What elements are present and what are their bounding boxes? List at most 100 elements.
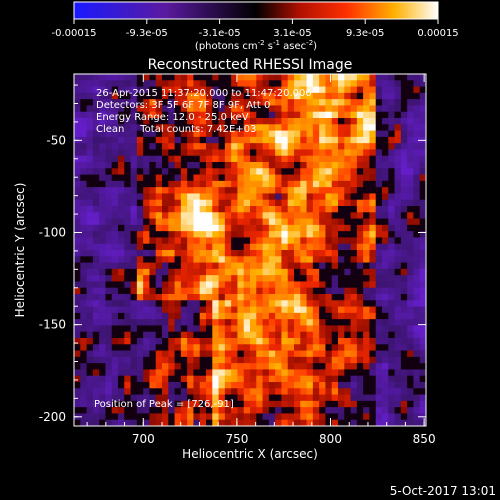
heatmap-pixel [382, 80, 389, 87]
heatmap-pixel [155, 231, 163, 238]
heatmap-pixel [155, 256, 163, 263]
heatmap-pixel [325, 388, 333, 395]
heatmap-pixel [388, 262, 395, 270]
heatmap-pixel [231, 187, 238, 194]
heatmap-pixel [281, 118, 289, 125]
heatmap-pixel [174, 394, 182, 402]
heatmap-pixel [338, 413, 345, 421]
heatmap-pixel [256, 231, 263, 238]
heatmap-pixel [92, 407, 100, 414]
heatmap-pixel [143, 275, 150, 282]
heatmap-pixel [419, 394, 426, 402]
heatmap-pixel [419, 312, 426, 320]
heatmap-pixel [325, 206, 333, 213]
heatmap-pixel [356, 350, 364, 358]
heatmap-pixel [300, 369, 307, 377]
heatmap-pixel [331, 338, 339, 345]
heatmap-pixel [199, 256, 207, 263]
heatmap-pixel [268, 218, 276, 226]
heatmap-pixel [388, 250, 395, 257]
heatmap-pixel [199, 80, 207, 87]
heatmap-pixel [344, 124, 351, 131]
heatmap-pixel [130, 162, 138, 169]
heatmap-pixel [413, 331, 421, 339]
heatmap-pixel [256, 319, 263, 326]
heatmap-pixel [306, 382, 314, 389]
heatmap-pixel [300, 118, 307, 125]
heatmap-pixel [162, 130, 169, 138]
heatmap-pixel [419, 143, 426, 150]
heatmap-pixel [287, 407, 295, 414]
heatmap-pixel [363, 268, 370, 276]
heatmap-pixel [199, 400, 207, 408]
heatmap-pixel [256, 306, 263, 314]
heatmap-pixel [243, 312, 251, 320]
heatmap-pixel [74, 218, 81, 226]
heatmap-pixel [375, 312, 383, 320]
heatmap-pixel [250, 344, 257, 351]
heatmap-pixel [143, 231, 150, 238]
heatmap-pixel [331, 306, 339, 314]
heatmap-pixel [363, 312, 370, 320]
heatmap-pixel [187, 268, 194, 276]
heatmap-pixel [105, 338, 113, 345]
heatmap-pixel [294, 155, 301, 163]
heatmap-pixel [149, 287, 157, 295]
heatmap-pixel [300, 105, 307, 113]
heatmap-pixel [325, 407, 333, 414]
heatmap-pixel [394, 187, 402, 194]
heatmap-pixel [356, 344, 364, 351]
heatmap-pixel [388, 206, 395, 213]
heatmap-pixel [256, 155, 263, 163]
heatmap-pixel [294, 224, 301, 232]
heatmap-pixel [325, 250, 333, 257]
heatmap-pixel [74, 118, 81, 125]
heatmap-pixel [350, 155, 358, 163]
heatmap-pixel [174, 300, 182, 307]
heatmap-pixel [206, 388, 213, 395]
heatmap-pixel [136, 331, 144, 339]
heatmap-pixel [199, 312, 207, 320]
heatmap-pixel [86, 99, 94, 106]
x-tick-label: 800 [319, 432, 342, 446]
heatmap-pixel [407, 268, 414, 276]
heatmap-pixel [174, 206, 182, 213]
heatmap-pixel [369, 419, 377, 426]
heatmap-pixel [319, 419, 326, 426]
heatmap-pixel [250, 375, 257, 383]
heatmap-pixel [180, 413, 188, 421]
heatmap-pixel [407, 199, 414, 207]
heatmap-pixel [124, 174, 131, 182]
heatmap-pixel [300, 218, 307, 226]
heatmap-pixel [394, 174, 402, 182]
heatmap-pixel [162, 218, 169, 226]
heatmap-pixel [212, 375, 219, 383]
heatmap-pixel [174, 231, 182, 238]
heatmap-pixel [312, 174, 320, 182]
heatmap-pixel [331, 180, 339, 188]
heatmap-pixel [80, 375, 87, 383]
heatmap-pixel [331, 281, 339, 289]
heatmap-pixel [325, 111, 333, 119]
heatmap-pixel [231, 99, 238, 106]
heatmap-pixel [193, 124, 201, 131]
heatmap-pixel [356, 74, 364, 81]
heatmap-pixel [419, 382, 426, 389]
heatmap-pixel [136, 287, 144, 295]
heatmap-pixel [419, 419, 426, 426]
heatmap-pixel [174, 155, 182, 163]
heatmap-pixel [111, 388, 119, 395]
heatmap-pixel [281, 180, 289, 188]
heatmap-pixel [369, 193, 377, 201]
heatmap-pixel [136, 212, 144, 219]
heatmap-pixel [363, 218, 370, 226]
heatmap-pixel [92, 382, 100, 389]
heatmap-pixel [363, 363, 370, 370]
heatmap-pixel [187, 325, 194, 333]
heatmap-pixel [105, 281, 113, 289]
heatmap-pixel [262, 281, 270, 289]
heatmap-pixel [155, 237, 163, 245]
heatmap-pixel [180, 281, 188, 289]
heatmap-pixel [262, 80, 270, 87]
heatmap-pixel [268, 80, 276, 87]
